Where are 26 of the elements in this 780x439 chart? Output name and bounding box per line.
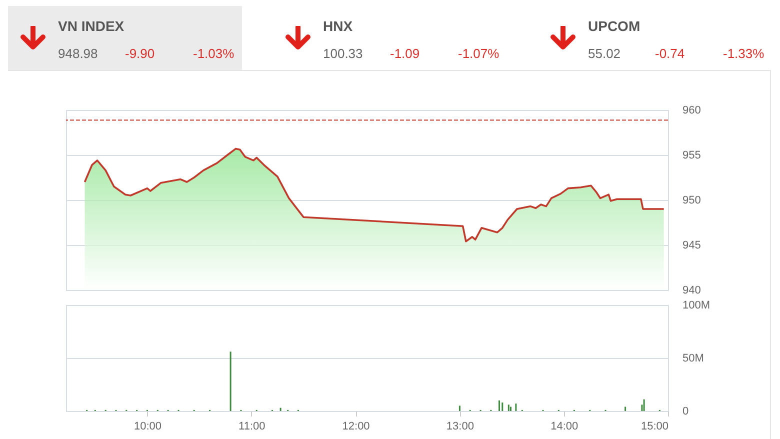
text: VN INDEX [58,18,124,34]
text: -9.90 [125,46,155,61]
text: 55.02 [588,46,621,61]
text: -0.74 [655,46,685,61]
y-tick-label: 0 [682,406,689,418]
text: -1.33% [723,46,764,61]
text: 100.33 [323,46,363,61]
x-tick-label: 10:00 [134,420,162,432]
y-tick-label: 950 [682,194,701,206]
text: HNX [323,18,353,34]
text: 948.98 [58,46,98,61]
y-tick-label: 945 [682,240,701,252]
x-tick-label: 14:00 [550,420,578,432]
text: UPCOM [588,18,640,34]
x-tick-label: 13:00 [446,420,474,432]
x-tick-label: 12:00 [342,420,370,432]
y-tick-label: 940 [682,284,701,296]
y-tick-label: 960 [682,104,701,116]
y-tick-label: 50M [682,352,704,364]
x-tick-label: 11:00 [238,420,266,432]
y-tick-label: 100M [682,300,710,312]
text: -1.09 [390,46,420,61]
x-tick-label: 15:00 [640,420,668,432]
text: -1.07% [458,46,500,61]
text: -1.03% [193,46,234,61]
y-tick-label: 955 [682,150,701,162]
